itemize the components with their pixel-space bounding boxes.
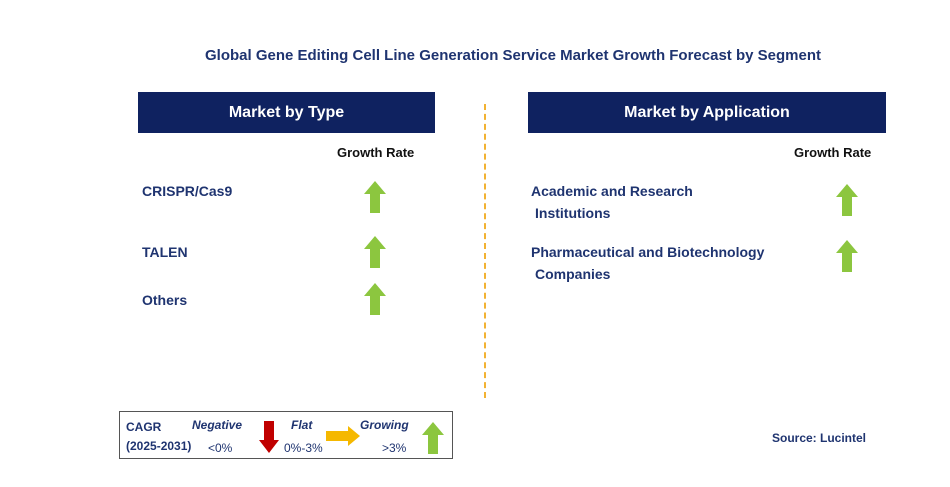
type-item-others: Others — [142, 292, 188, 308]
application-item-academic-line1: Academic and Research — [531, 183, 693, 199]
panel-divider — [484, 104, 486, 398]
green-up-arrow-icon — [836, 184, 858, 216]
type-item-crispr: CRISPR/Cas9 — [142, 183, 233, 199]
red-down-arrow-icon — [259, 421, 279, 453]
legend-cagr-label: CAGR — [126, 420, 162, 434]
page-title: Global Gene Editing Cell Line Generation… — [205, 47, 821, 64]
legend-negative-label: Negative — [192, 418, 243, 432]
application-item-pharma-line2: Companies — [535, 266, 611, 282]
application-item-academic-line2: Institutions — [535, 205, 611, 221]
application-item-pharma: Pharmaceutical and Biotechnology Compani… — [531, 241, 764, 285]
legend-flat-label: Flat — [291, 418, 313, 432]
source-label: Source: Lucintel — [772, 431, 867, 445]
green-up-arrow-icon — [836, 240, 858, 272]
market-by-application-header: Market by Application — [528, 92, 886, 133]
green-up-arrow-icon — [364, 283, 386, 315]
legend-growing-label: Growing — [360, 418, 409, 432]
legend-negative-range: <0% — [208, 441, 233, 455]
market-by-type-header-label: Market by Type — [228, 103, 345, 121]
type-item-talen: TALEN — [142, 244, 188, 260]
legend-growing-range: >3% — [382, 441, 407, 455]
green-up-arrow-icon — [364, 181, 386, 213]
application-growth-rate-label: Growth Rate — [794, 145, 872, 160]
market-by-application-header-label: Market by Application — [624, 103, 790, 121]
legend-period-label: (2025-2031) — [126, 439, 192, 453]
application-item-pharma-line1: Pharmaceutical and Biotechnology — [531, 244, 765, 260]
type-growth-rate-label: Growth Rate — [337, 145, 415, 160]
cagr-legend: CAGR (2025-2031) Negative <0% Flat 0%-3%… — [119, 411, 453, 459]
legend-flat-range: 0%-3% — [284, 441, 323, 455]
green-up-arrow-icon — [364, 236, 386, 268]
orange-right-arrow-icon — [326, 426, 360, 446]
market-by-type-header: Market by Type — [138, 92, 435, 133]
application-item-academic: Academic and Research Institutions — [531, 180, 693, 224]
green-up-arrow-icon — [422, 422, 444, 454]
